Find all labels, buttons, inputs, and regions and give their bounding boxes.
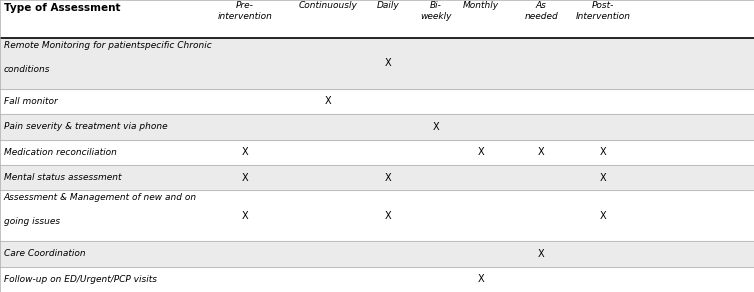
Text: Bi-
weekly: Bi- weekly [420, 1, 452, 21]
Text: As
needed: As needed [525, 1, 558, 21]
Text: Care Coordination: Care Coordination [4, 249, 85, 258]
Text: Fall monitor: Fall monitor [4, 97, 57, 106]
Text: X: X [433, 122, 439, 132]
Text: conditions: conditions [4, 65, 51, 74]
Text: Daily: Daily [377, 1, 400, 11]
Text: X: X [478, 274, 484, 284]
Text: Remote Monitoring for patientspecific Chronic: Remote Monitoring for patientspecific Ch… [4, 41, 212, 50]
Text: X: X [600, 147, 606, 157]
Bar [0, 114, 754, 140]
Text: X: X [385, 211, 391, 221]
Text: Type of Assessment: Type of Assessment [4, 3, 121, 13]
Text: X: X [538, 249, 544, 259]
Text: X: X [242, 211, 248, 221]
Text: X: X [600, 173, 606, 183]
Text: X: X [478, 147, 484, 157]
Text: X: X [385, 58, 391, 68]
Text: Post-
Intervention: Post- Intervention [576, 1, 630, 21]
Bar [0, 38, 754, 89]
Text: Monthly: Monthly [463, 1, 499, 11]
Text: X: X [242, 147, 248, 157]
Text: X: X [538, 147, 544, 157]
Text: X: X [325, 96, 331, 107]
Bar [0, 241, 754, 267]
Text: X: X [242, 173, 248, 183]
Text: Mental status assessment: Mental status assessment [4, 173, 121, 182]
Text: Follow-up on ED/Urgent/PCP visits: Follow-up on ED/Urgent/PCP visits [4, 275, 157, 284]
Text: Pain severity & treatment via phone: Pain severity & treatment via phone [4, 122, 167, 131]
Text: Medication reconciliation: Medication reconciliation [4, 148, 117, 157]
Text: Continuously: Continuously [299, 1, 357, 11]
Text: X: X [600, 211, 606, 221]
Bar [0, 165, 754, 190]
Text: Pre-
intervention: Pre- intervention [218, 1, 272, 21]
Text: X: X [385, 173, 391, 183]
Text: going issues: going issues [4, 218, 60, 226]
Text: Assessment & Management of new and on: Assessment & Management of new and on [4, 193, 197, 202]
